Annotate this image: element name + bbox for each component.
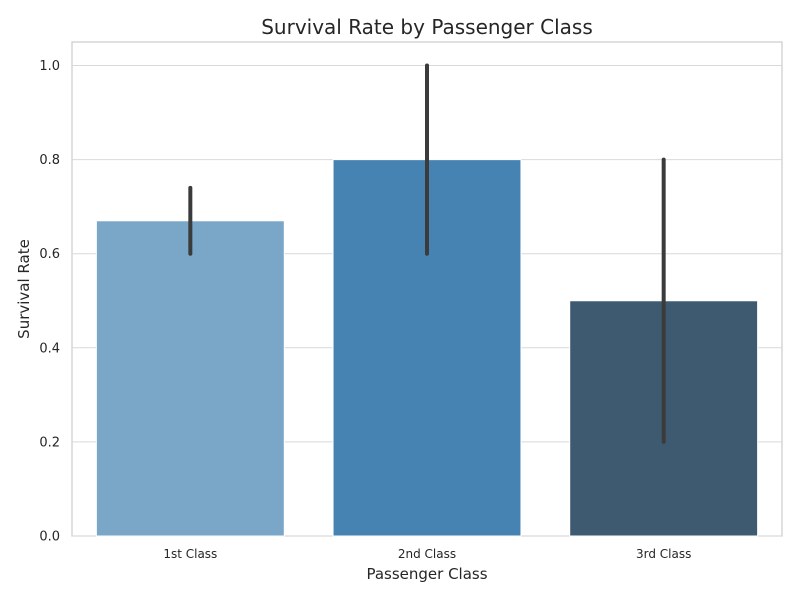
x-axis-label: Passenger Class [366,565,487,583]
y-tick-label: 1.0 [39,59,60,74]
bar-1st-class [95,220,285,537]
x-tick-label: 1st Class [163,547,217,561]
error-bars-layer [188,63,666,444]
x-axis-ticks: 1st Class 2nd Class 3rd Class [163,547,691,561]
y-tick-label: 0.0 [39,530,60,545]
y-axis-label: Survival Rate [15,239,33,339]
y-tick-label: 0.8 [39,153,60,168]
y-tick-label: 0.6 [39,247,60,262]
chart-title: Survival Rate by Passenger Class [261,15,593,39]
y-tick-label: 0.4 [39,341,60,356]
y-axis-ticks: 0.0 0.2 0.4 0.6 0.8 1.0 [39,59,60,544]
x-tick-label: 3rd Class [636,547,691,561]
y-tick-label: 0.2 [39,435,60,450]
x-tick-label: 2nd Class [398,547,456,561]
